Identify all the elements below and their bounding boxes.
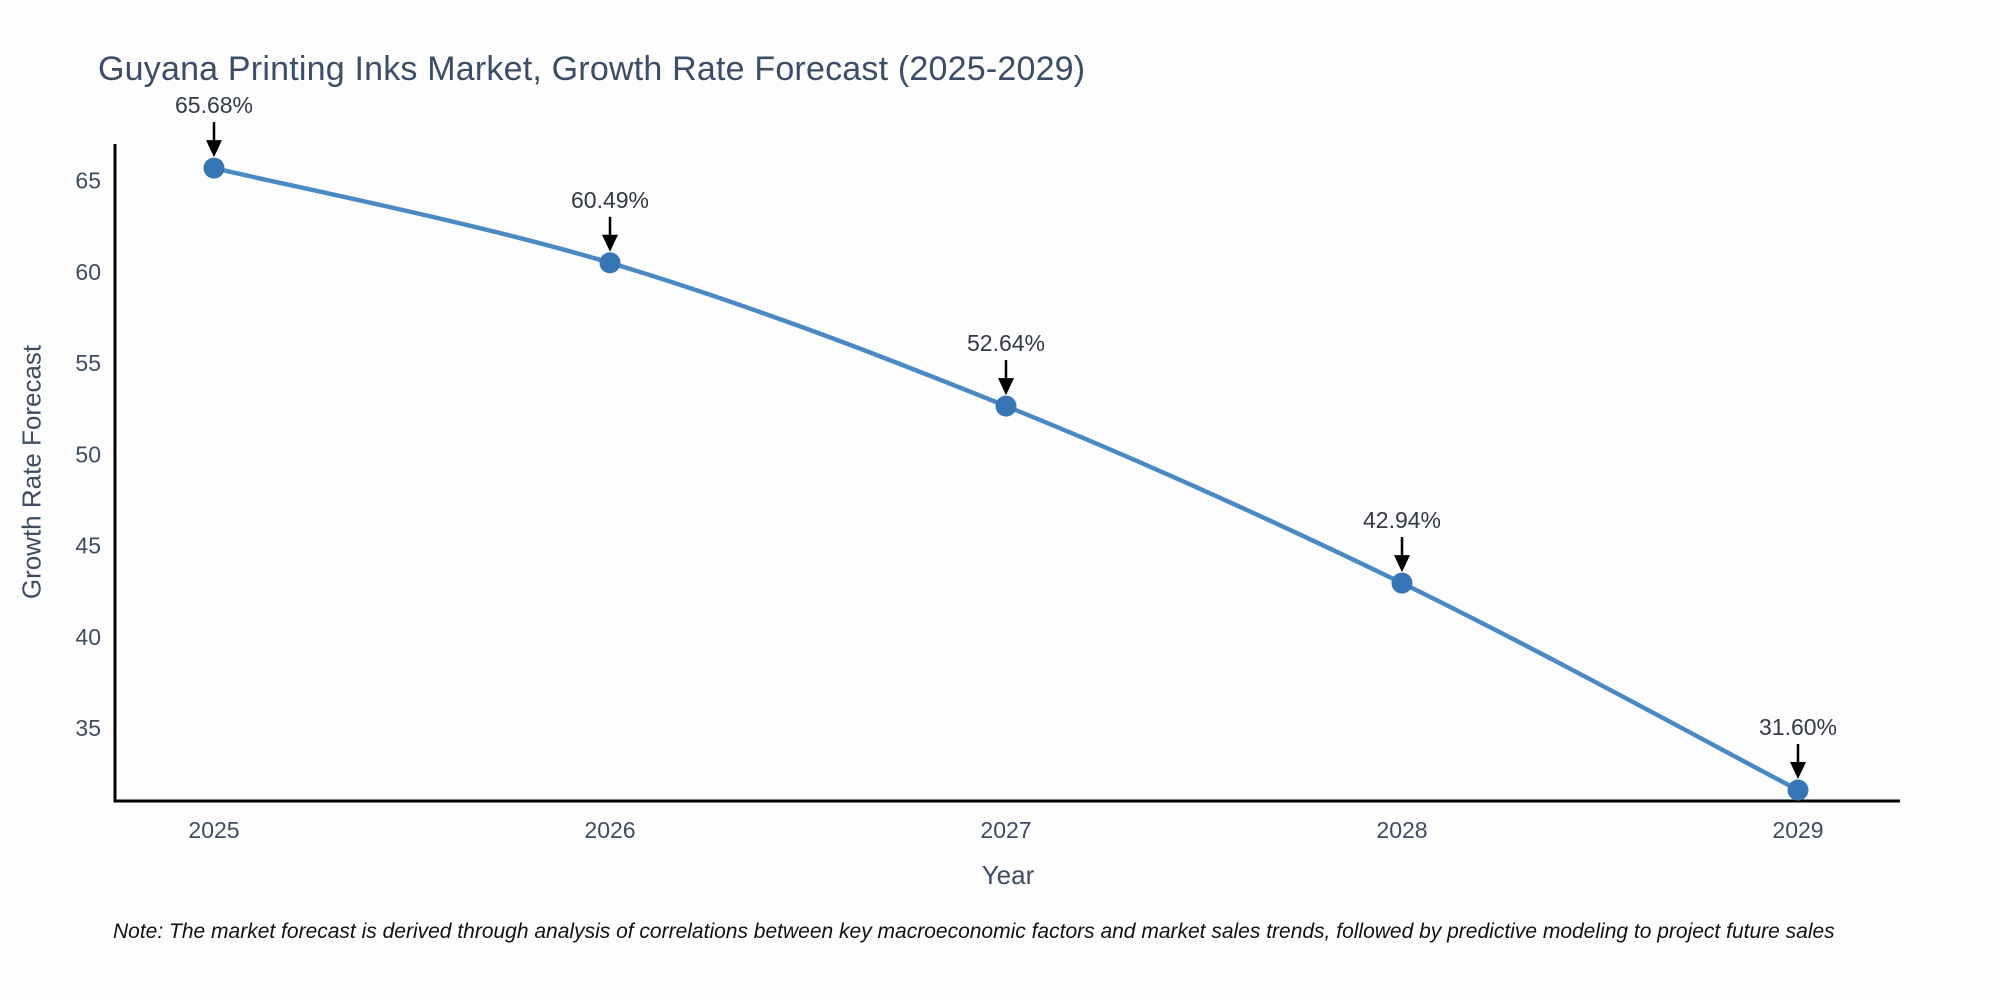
- y-tick-label: 40: [75, 624, 101, 650]
- data-point-marker: [995, 395, 1017, 417]
- data-point-label: 31.60%: [1759, 714, 1837, 740]
- data-point-label: 65.68%: [175, 92, 253, 118]
- y-tick-label: 45: [75, 533, 101, 559]
- x-tick-label: 2027: [980, 817, 1031, 843]
- y-tick-label: 55: [75, 350, 101, 376]
- annotation-arrowhead-icon: [998, 378, 1014, 396]
- x-axis-title: Year: [981, 860, 1035, 890]
- data-point-marker: [203, 157, 225, 179]
- x-tick-label: 2025: [188, 817, 239, 843]
- data-point-marker: [1391, 572, 1413, 594]
- x-tick-label: 2028: [1376, 817, 1427, 843]
- x-tick-label: 2029: [1772, 817, 1823, 843]
- data-point-label: 60.49%: [571, 187, 649, 213]
- forecast-line: [211, 165, 1801, 793]
- y-tick-label: 60: [75, 259, 101, 285]
- data-point-label: 42.94%: [1363, 507, 1441, 533]
- y-axis-title: Growth Rate Forecast: [16, 344, 47, 600]
- chart-title: Guyana Printing Inks Market, Growth Rate…: [98, 50, 1086, 88]
- y-tick-label: 65: [75, 168, 101, 194]
- annotation-arrowhead-icon: [602, 234, 618, 252]
- y-tick-label: 50: [75, 441, 101, 467]
- x-tick-label: 2026: [584, 817, 635, 843]
- annotation-arrowhead-icon: [1394, 555, 1410, 573]
- annotation-arrowhead-icon: [206, 140, 222, 158]
- data-point-label: 52.64%: [967, 330, 1045, 356]
- data-point-marker: [1787, 779, 1809, 801]
- footnote: Note: The market forecast is derived thr…: [113, 920, 1835, 943]
- data-point-marker: [599, 252, 621, 274]
- y-tick-label: 35: [75, 715, 101, 741]
- annotation-arrowhead-icon: [1790, 762, 1806, 780]
